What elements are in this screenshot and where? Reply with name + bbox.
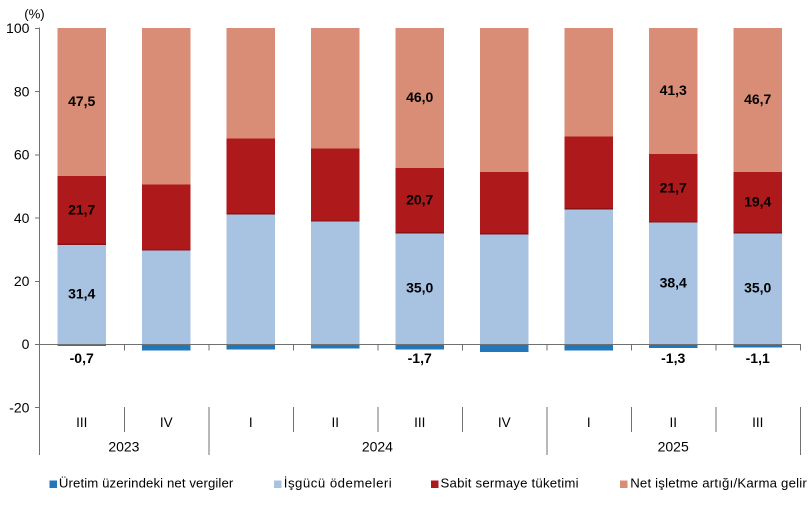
- svg-text:-20: -20: [9, 399, 29, 415]
- svg-text:60: 60: [14, 147, 30, 163]
- svg-text:Sabit sermaye tüketimi: Sabit sermaye tüketimi: [441, 476, 579, 491]
- svg-text:2025: 2025: [658, 439, 689, 455]
- svg-text:-1,1: -1,1: [746, 350, 770, 366]
- svg-text:35,0: 35,0: [406, 280, 433, 296]
- svg-text:Üretim üzerindeki net vergiler: Üretim üzerindeki net vergiler: [59, 476, 234, 491]
- svg-text:21,7: 21,7: [68, 202, 95, 218]
- svg-text:0: 0: [22, 336, 30, 352]
- svg-text:46,0: 46,0: [406, 89, 433, 105]
- svg-text:-1,7: -1,7: [408, 350, 432, 366]
- svg-text:III: III: [414, 415, 425, 430]
- svg-text:41,3: 41,3: [660, 82, 687, 98]
- svg-text:II: II: [669, 415, 677, 430]
- svg-text:III: III: [752, 415, 763, 430]
- svg-text:38,4: 38,4: [660, 274, 687, 290]
- svg-text:46,7: 46,7: [744, 91, 771, 107]
- svg-text:21,7: 21,7: [660, 179, 687, 195]
- svg-text:III: III: [76, 415, 87, 430]
- svg-text:100: 100: [6, 20, 30, 36]
- svg-text:(%): (%): [24, 6, 45, 21]
- svg-text:35,0: 35,0: [744, 280, 771, 296]
- svg-text:2024: 2024: [362, 439, 393, 455]
- svg-text:2023: 2023: [108, 439, 139, 455]
- svg-text:II: II: [331, 415, 339, 430]
- svg-text:Net işletme artığı/Karma gelir: Net işletme artığı/Karma gelir: [630, 476, 807, 491]
- svg-text:31,4: 31,4: [68, 285, 95, 301]
- svg-text:İşgücü ödemeleri: İşgücü ödemeleri: [284, 476, 392, 491]
- svg-text:-0,7: -0,7: [70, 350, 94, 366]
- svg-text:I: I: [587, 415, 591, 430]
- svg-text:20: 20: [14, 273, 30, 289]
- svg-text:80: 80: [14, 83, 30, 99]
- svg-text:40: 40: [14, 210, 30, 226]
- svg-text:IV: IV: [160, 415, 173, 430]
- svg-text:-1,3: -1,3: [661, 350, 685, 366]
- svg-text:20,7: 20,7: [406, 192, 433, 208]
- svg-text:47,5: 47,5: [68, 93, 95, 109]
- svg-text:IV: IV: [498, 415, 511, 430]
- svg-text:19,4: 19,4: [744, 194, 771, 210]
- svg-text:I: I: [249, 415, 253, 430]
